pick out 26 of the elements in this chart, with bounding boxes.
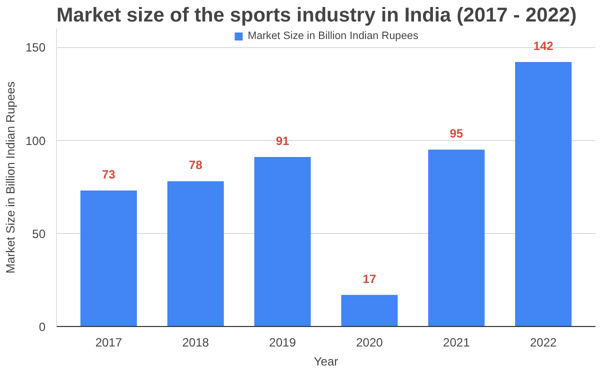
bar bbox=[515, 62, 572, 326]
y-tick-label: 150 bbox=[25, 40, 46, 55]
data-label: 91 bbox=[276, 134, 290, 148]
y-tick-label: 50 bbox=[32, 226, 46, 241]
x-tick-label: 2021 bbox=[443, 336, 470, 350]
legend-label: Market Size in Billion Indian Rupees bbox=[248, 30, 418, 42]
chart-title: Market size of the sports industry in India (2017 - 2022) bbox=[56, 4, 577, 26]
x-tick-label: 2019 bbox=[269, 336, 296, 350]
data-label: 73 bbox=[102, 168, 116, 182]
bar bbox=[80, 190, 137, 326]
bar bbox=[428, 150, 485, 326]
y-axis-title: Market Size in Billion Indian Rupees bbox=[3, 81, 18, 274]
data-label: 142 bbox=[533, 39, 554, 54]
bar bbox=[341, 294, 398, 326]
data-label: 95 bbox=[450, 126, 464, 141]
data-label: 17 bbox=[362, 272, 376, 286]
bar bbox=[254, 157, 311, 326]
x-tick-label: 2017 bbox=[95, 336, 122, 350]
bar bbox=[167, 181, 224, 326]
x-axis-title: Year bbox=[314, 354, 338, 368]
y-tick-label: 0 bbox=[38, 320, 46, 334]
data-label: 78 bbox=[188, 158, 203, 172]
y-tick-label: 100 bbox=[25, 134, 46, 148]
x-tick-label: 2022 bbox=[530, 336, 558, 350]
x-tick-label: 2018 bbox=[182, 336, 210, 350]
x-tick-label: 2020 bbox=[356, 336, 384, 350]
